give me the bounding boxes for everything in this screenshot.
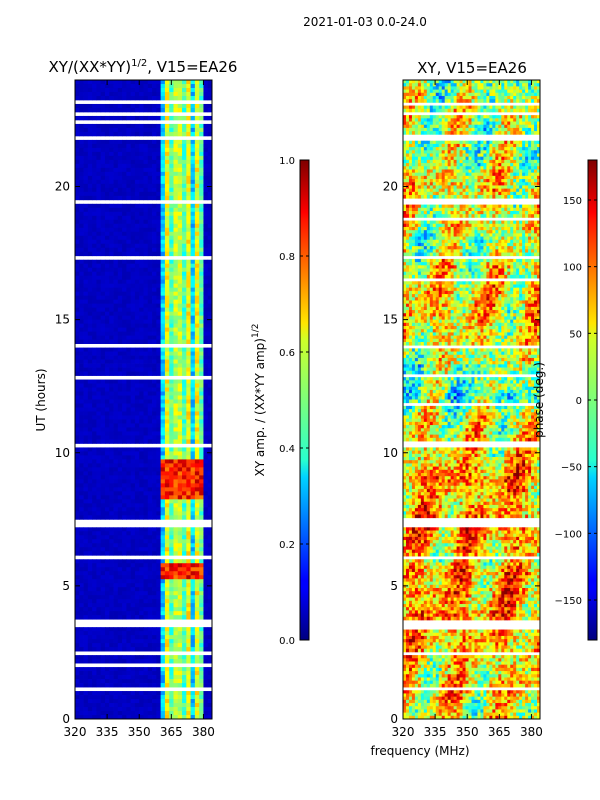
- colorbar-tick-label: 100: [563, 263, 582, 274]
- y-tick-label: 20: [383, 180, 398, 194]
- x-tick-label: 320: [64, 725, 87, 739]
- amplitude-colorbar-frame: [299, 159, 310, 641]
- x-tick-label: 365: [488, 725, 511, 739]
- colorbar-tick-label: 0.6: [279, 348, 295, 359]
- colorbar-tick-label: −100: [555, 529, 582, 540]
- amplitude-colorbar-label: XY amp. / (XX*YY amp)1/2: [251, 324, 267, 477]
- y-tick-label: 15: [383, 313, 398, 327]
- amplitude-colorbar-gradient: [300, 160, 309, 640]
- x-tick-label: 365: [160, 725, 183, 739]
- shared-xlabel: frequency (MHz): [370, 744, 469, 758]
- y-tick-label: 0: [62, 712, 70, 726]
- amplitude-axes-frame: [74, 79, 213, 720]
- colorbar-tick-label: 0.2: [279, 540, 295, 551]
- y-tick-label: 20: [55, 180, 70, 194]
- phase-colorbar-ticks: −150 −100 −50 0 50 100 150: [555, 196, 597, 607]
- colorbar-tick-label: −50: [561, 463, 582, 474]
- amplitude-ylabel: UT (hours): [34, 368, 48, 431]
- y-tick-label: 10: [383, 446, 398, 460]
- phase-axes-frame: [402, 79, 541, 720]
- colorbar-tick-label: 0.8: [279, 252, 295, 263]
- colorbar-tick-label: 0.0: [279, 636, 295, 647]
- y-tick-label: 5: [390, 579, 398, 593]
- x-tick-label: 350: [128, 725, 151, 739]
- y-tick-label: 0: [390, 712, 398, 726]
- x-tick-label: 335: [424, 725, 447, 739]
- phase-colorbar-gradient: [588, 160, 597, 640]
- x-tick-label: 335: [96, 725, 119, 739]
- amplitude-heatmap: [75, 80, 213, 720]
- y-tick-label: 15: [55, 313, 70, 327]
- phase-axis-ticks: 320 335 350 365 380 0 5 10 15 20: [383, 80, 543, 739]
- amplitude-axis-ticks: 320 335 350 365 380 0 5 10 15 20: [55, 80, 215, 739]
- colorbar-tick-label: 0: [576, 396, 582, 407]
- colorbar-tick-label: 1.0: [279, 156, 295, 167]
- phase-colorbar-label: phase (deg.): [532, 362, 546, 438]
- figure-suptitle: 2021-01-03 0.0-24.0: [303, 15, 427, 29]
- phase-panel-title: XY, V15=EA26: [417, 59, 527, 77]
- colorbar-tick-label: 50: [569, 329, 582, 340]
- phase-heatmap: [403, 80, 541, 720]
- y-tick-label: 5: [62, 579, 70, 593]
- x-tick-label: 380: [192, 725, 215, 739]
- x-tick-label: 350: [456, 725, 479, 739]
- x-tick-label: 320: [392, 725, 415, 739]
- y-tick-label: 10: [55, 446, 70, 460]
- amplitude-colorbar-ticks: 0.0 0.2 0.4 0.6 0.8 1.0: [279, 156, 309, 647]
- x-tick-label: 380: [520, 725, 543, 739]
- amplitude-colorbar: 0.0 0.2 0.4 0.6 0.8 1.0 XY amp. / (XX*YY amp)…: [251, 156, 310, 647]
- colorbar-tick-label: 150: [563, 196, 582, 207]
- phase-colorbar: −150 −100 −50 0 50 100 150 phase (deg.): [532, 159, 598, 641]
- colorbar-tick-label: 0.4: [279, 444, 295, 455]
- amplitude-ratio-panel: XY/(XX*YY)1/2, V15=EA26 320 335 350 365 380 0…: [34, 58, 237, 739]
- amplitude-panel-title: XY/(XX*YY)1/2, V15=EA26: [49, 58, 238, 76]
- colorbar-tick-label: −150: [555, 596, 582, 607]
- phase-panel: XY, V15=EA26 320 335 350 365 380 0 5 10 15 20 fre…: [370, 59, 542, 758]
